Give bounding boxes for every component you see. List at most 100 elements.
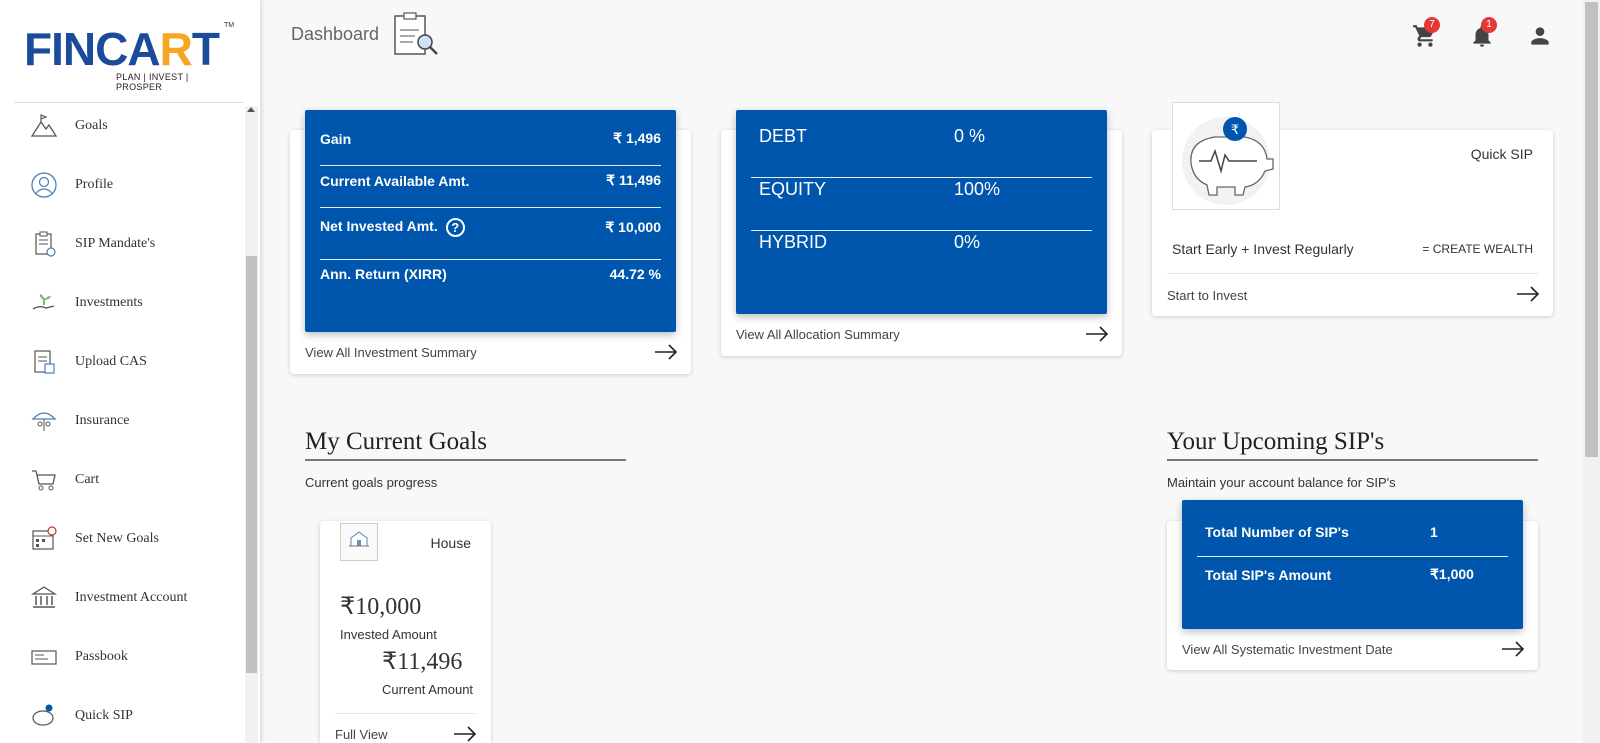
investment-summary-panel: Gain ₹ 1,496 Current Available Amt. ₹ 11… [305,110,676,332]
sidebar-item-investments[interactable]: Investments [0,275,240,331]
help-icon[interactable]: ? [445,218,465,237]
debt-row: DEBT 0 % [759,110,1092,162]
sidebar-item-insurance[interactable]: Insurance [0,393,240,449]
sidebar-item-profile[interactable]: Profile [0,157,240,213]
logo-tagline: PLAN | INVEST | PROSPER [116,72,189,92]
arrow-right-icon[interactable] [1501,641,1525,657]
goal-current-label: Current Amount [382,682,474,697]
current-available-row: Current Available Amt. ₹ 11,496 [320,172,661,189]
goals-section-title: My Current Goals [305,428,487,455]
logo-divider [14,102,244,103]
umbrella-family-icon [31,412,57,431]
logo-letter: I [51,23,64,75]
net-invested-value: ₹ 10,000 [605,219,661,235]
arrow-right-icon[interactable] [1516,286,1540,302]
xirr-row: Ann. Return (XIRR) 44.72 % [320,266,661,282]
goal-card-house[interactable]: House ₹10,000 Invested Amount ₹11,496 Cu… [320,521,491,743]
sidebar-item-set-new-goals[interactable]: Set New Goals [0,511,240,567]
total-sips-label: Total Number of SIP's [1205,524,1349,540]
upcoming-sips-subtitle: Maintain your account balance for SIP's [1167,475,1396,490]
total-sip-amount-label: Total SIP's Amount [1205,566,1332,583]
piggy-bank-icon [32,704,54,726]
goal-invested-label: Invested Amount [340,627,437,642]
sidebar-item-investment-account[interactable]: Investment Account [0,570,240,626]
net-invested-label: Net Invested Amt. [320,218,438,235]
logo-letter: R [159,23,193,75]
net-invested-row: Net Invested Amt.? ₹ 10,000 [320,218,661,237]
goal-name: House [430,535,471,551]
house-icon [349,531,369,547]
page-scrollbar-thumb[interactable] [1585,2,1598,457]
document-upload-icon [34,350,55,374]
divider [320,259,661,260]
sidebar-item-passbook[interactable]: Passbook [0,629,240,685]
divider [751,230,1092,231]
equity-label: EQUITY [759,179,827,199]
sidebar-item-cart[interactable]: Cart [0,452,240,508]
sidebar-scrollbar-thumb[interactable] [246,256,257,673]
goal-invested-amount: ₹10,000 [340,594,422,620]
gain-row: Gain ₹ 1,496 [320,130,661,147]
hybrid-label: HYBRID [759,232,828,252]
bank-icon [30,586,58,608]
upcoming-sips-title: Your Upcoming SIP's [1167,428,1385,455]
quick-sip-tagline: Start Early + Invest Regularly [1172,241,1354,257]
sidebar-scroll-up-arrow[interactable] [247,107,255,112]
quick-sip-title: Quick SIP [1470,146,1533,162]
arrow-right-icon[interactable] [654,344,678,360]
user-account-icon[interactable] [1527,23,1553,49]
view-investment-summary-link[interactable]: View All Investment Summary [305,345,477,360]
cart-count-badge: 7 [1424,17,1440,33]
divider [320,207,661,208]
logo-letter: T [191,23,220,75]
sidebar-item-label: Quick SIP [75,708,133,723]
piggy-bank-icon: ₹ [1182,117,1274,205]
current-available-label: Current Available Amt. [320,172,470,189]
gain-label: Gain [320,130,352,147]
mountain-flag-icon [30,114,58,137]
sidebar-item-upload-cas[interactable]: Upload CAS [0,334,240,390]
sidebar-item-label: Cart [75,472,100,487]
logo-letter: N [62,23,96,75]
start-to-invest-link[interactable]: Start to Invest [1167,288,1248,303]
user-circle-icon [31,172,57,198]
divider [1197,556,1508,557]
upcoming-sips-underline [1167,459,1538,461]
divider [1167,273,1538,274]
sidebar-item-label: Upload CAS [75,354,147,369]
logo-trademark: TM [224,22,235,29]
sidebar-item-quick-sip[interactable]: Quick SIP [0,688,240,743]
arrow-right-icon[interactable] [453,726,477,742]
sidebar-item-label: Passbook [75,649,128,664]
total-sips-value: 1 [1430,524,1438,540]
rupee-coin-glyph: ₹ [1231,123,1239,138]
piggy-bank-image: ₹ [1172,102,1280,210]
debt-value: 0 % [954,126,986,146]
page-title: Dashboard [291,24,380,44]
goals-title-underline [305,459,626,461]
arrow-right-icon[interactable] [1085,326,1109,342]
divider [751,177,1092,178]
clipboard-check-icon [35,231,56,257]
debt-label: DEBT [759,126,808,146]
sidebar-item-sip-mandates[interactable]: SIP Mandate's [0,216,240,272]
view-allocation-summary-link[interactable]: View All Allocation Summary [736,327,900,342]
house-thumbnail [340,523,378,561]
sidebar-item-label: Investments [75,295,143,310]
fincart-logo[interactable]: FINCART TM PLAN | INVEST | PROSPER [24,22,236,92]
notification-count-badge: 1 [1481,17,1497,33]
sidebar-menu: Goals Profile SIP Mandate's Investments … [0,102,245,743]
logo-letter: F [24,23,52,75]
view-sip-dates-link[interactable]: View All Systematic Investment Date [1182,642,1393,657]
gain-value: ₹ 1,496 [613,130,661,146]
goal-full-view-link[interactable]: Full View [335,727,388,742]
sidebar-item-label: Goals [75,118,108,133]
sidebar-item-goals[interactable]: Goals [0,102,240,154]
total-sip-amount-value: ₹1,000 [1430,566,1474,582]
sidebar-item-label: Set New Goals [75,531,159,546]
logo-letter: A [127,23,160,75]
sidebar-item-label: Insurance [75,413,130,428]
quick-sip-card: ₹ Quick SIP Start Early + Invest Regular… [1152,102,1553,316]
logo-wordmark: FINCART [24,23,220,75]
report-magnifier-icon [394,12,438,55]
